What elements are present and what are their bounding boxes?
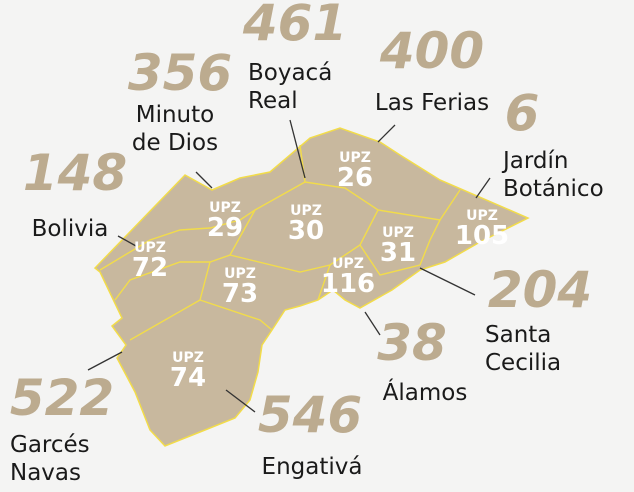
upz-code: 26 bbox=[337, 163, 373, 193]
upz-label: UPZ bbox=[224, 266, 256, 282]
upz-code: 72 bbox=[132, 253, 168, 283]
upz-label: UPZ bbox=[209, 200, 241, 216]
locality-shape bbox=[93, 127, 530, 447]
zone-count: 148 bbox=[23, 144, 127, 202]
zone-count: 400 bbox=[379, 22, 484, 80]
upz-label: UPZ bbox=[134, 240, 166, 256]
upz-code: 29 bbox=[207, 213, 243, 243]
zone-name: de Dios bbox=[132, 130, 218, 156]
zone-name: Navas bbox=[10, 460, 81, 486]
zone-name: Garcés bbox=[10, 432, 90, 458]
upz-code: 74 bbox=[170, 363, 206, 393]
upz-code: 105 bbox=[455, 221, 509, 251]
zone-count: 38 bbox=[377, 314, 447, 372]
zone-count: 461 bbox=[242, 0, 347, 52]
leader-lines bbox=[87, 119, 491, 413]
upz-label: UPZ bbox=[339, 150, 371, 166]
zone-count: 356 bbox=[128, 44, 232, 102]
upz-code: 31 bbox=[380, 238, 416, 268]
zone-name: Real bbox=[248, 88, 298, 114]
zone-name: Engativá bbox=[262, 454, 363, 480]
upz-code: 30 bbox=[288, 216, 324, 246]
zone-name: Bolivia bbox=[32, 216, 109, 242]
upz-label: UPZ bbox=[466, 208, 498, 224]
zone-name: Cecilia bbox=[485, 350, 561, 376]
upz-code: 116 bbox=[321, 269, 375, 299]
zone-count: 522 bbox=[10, 369, 114, 427]
zone-name: Boyacá bbox=[248, 60, 332, 86]
zone-borders bbox=[99, 144, 461, 341]
upz-label: UPZ bbox=[382, 225, 414, 241]
upz-label: UPZ bbox=[332, 256, 364, 272]
upz-label: UPZ bbox=[172, 350, 204, 366]
upz-code: 73 bbox=[222, 279, 258, 309]
zone-name: Minuto bbox=[136, 102, 214, 128]
zone-count: 204 bbox=[488, 261, 592, 319]
upz-label: UPZ bbox=[290, 203, 322, 219]
zone-name: Botánico bbox=[503, 176, 604, 202]
zone-count: 6 bbox=[505, 84, 540, 142]
zone-name: Álamos bbox=[383, 378, 468, 406]
zone-name: Las Ferias bbox=[375, 90, 489, 116]
zone-count: 546 bbox=[258, 386, 362, 444]
zone-name: Santa bbox=[485, 322, 551, 348]
zone-name: Jardín bbox=[501, 148, 569, 174]
